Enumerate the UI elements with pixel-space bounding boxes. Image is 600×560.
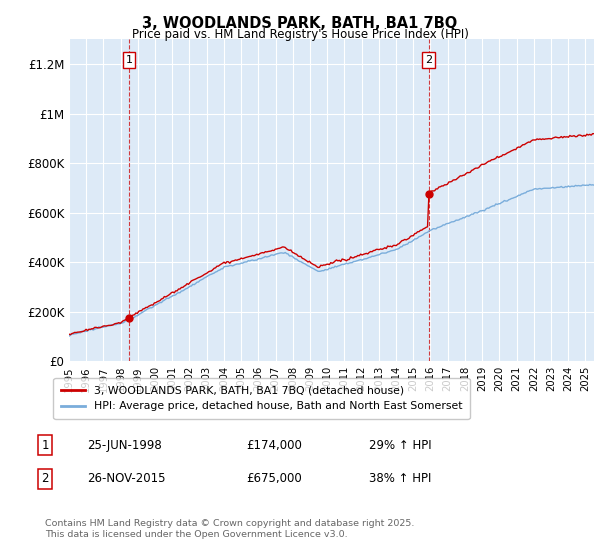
Text: £174,000: £174,000 bbox=[246, 438, 302, 452]
Text: 2: 2 bbox=[425, 55, 433, 66]
Text: 1: 1 bbox=[125, 55, 133, 66]
Legend: 3, WOODLANDS PARK, BATH, BA1 7BQ (detached house), HPI: Average price, detached : 3, WOODLANDS PARK, BATH, BA1 7BQ (detach… bbox=[53, 378, 470, 419]
Text: 25-JUN-1998: 25-JUN-1998 bbox=[87, 438, 162, 452]
Text: Contains HM Land Registry data © Crown copyright and database right 2025.
This d: Contains HM Land Registry data © Crown c… bbox=[45, 520, 415, 539]
Text: 26-NOV-2015: 26-NOV-2015 bbox=[87, 472, 166, 486]
Text: Price paid vs. HM Land Registry's House Price Index (HPI): Price paid vs. HM Land Registry's House … bbox=[131, 28, 469, 41]
Text: 2: 2 bbox=[41, 472, 49, 486]
Text: £675,000: £675,000 bbox=[246, 472, 302, 486]
Text: 3, WOODLANDS PARK, BATH, BA1 7BQ: 3, WOODLANDS PARK, BATH, BA1 7BQ bbox=[142, 16, 458, 31]
Text: 1: 1 bbox=[41, 438, 49, 452]
Text: 38% ↑ HPI: 38% ↑ HPI bbox=[369, 472, 431, 486]
Text: 29% ↑ HPI: 29% ↑ HPI bbox=[369, 438, 431, 452]
